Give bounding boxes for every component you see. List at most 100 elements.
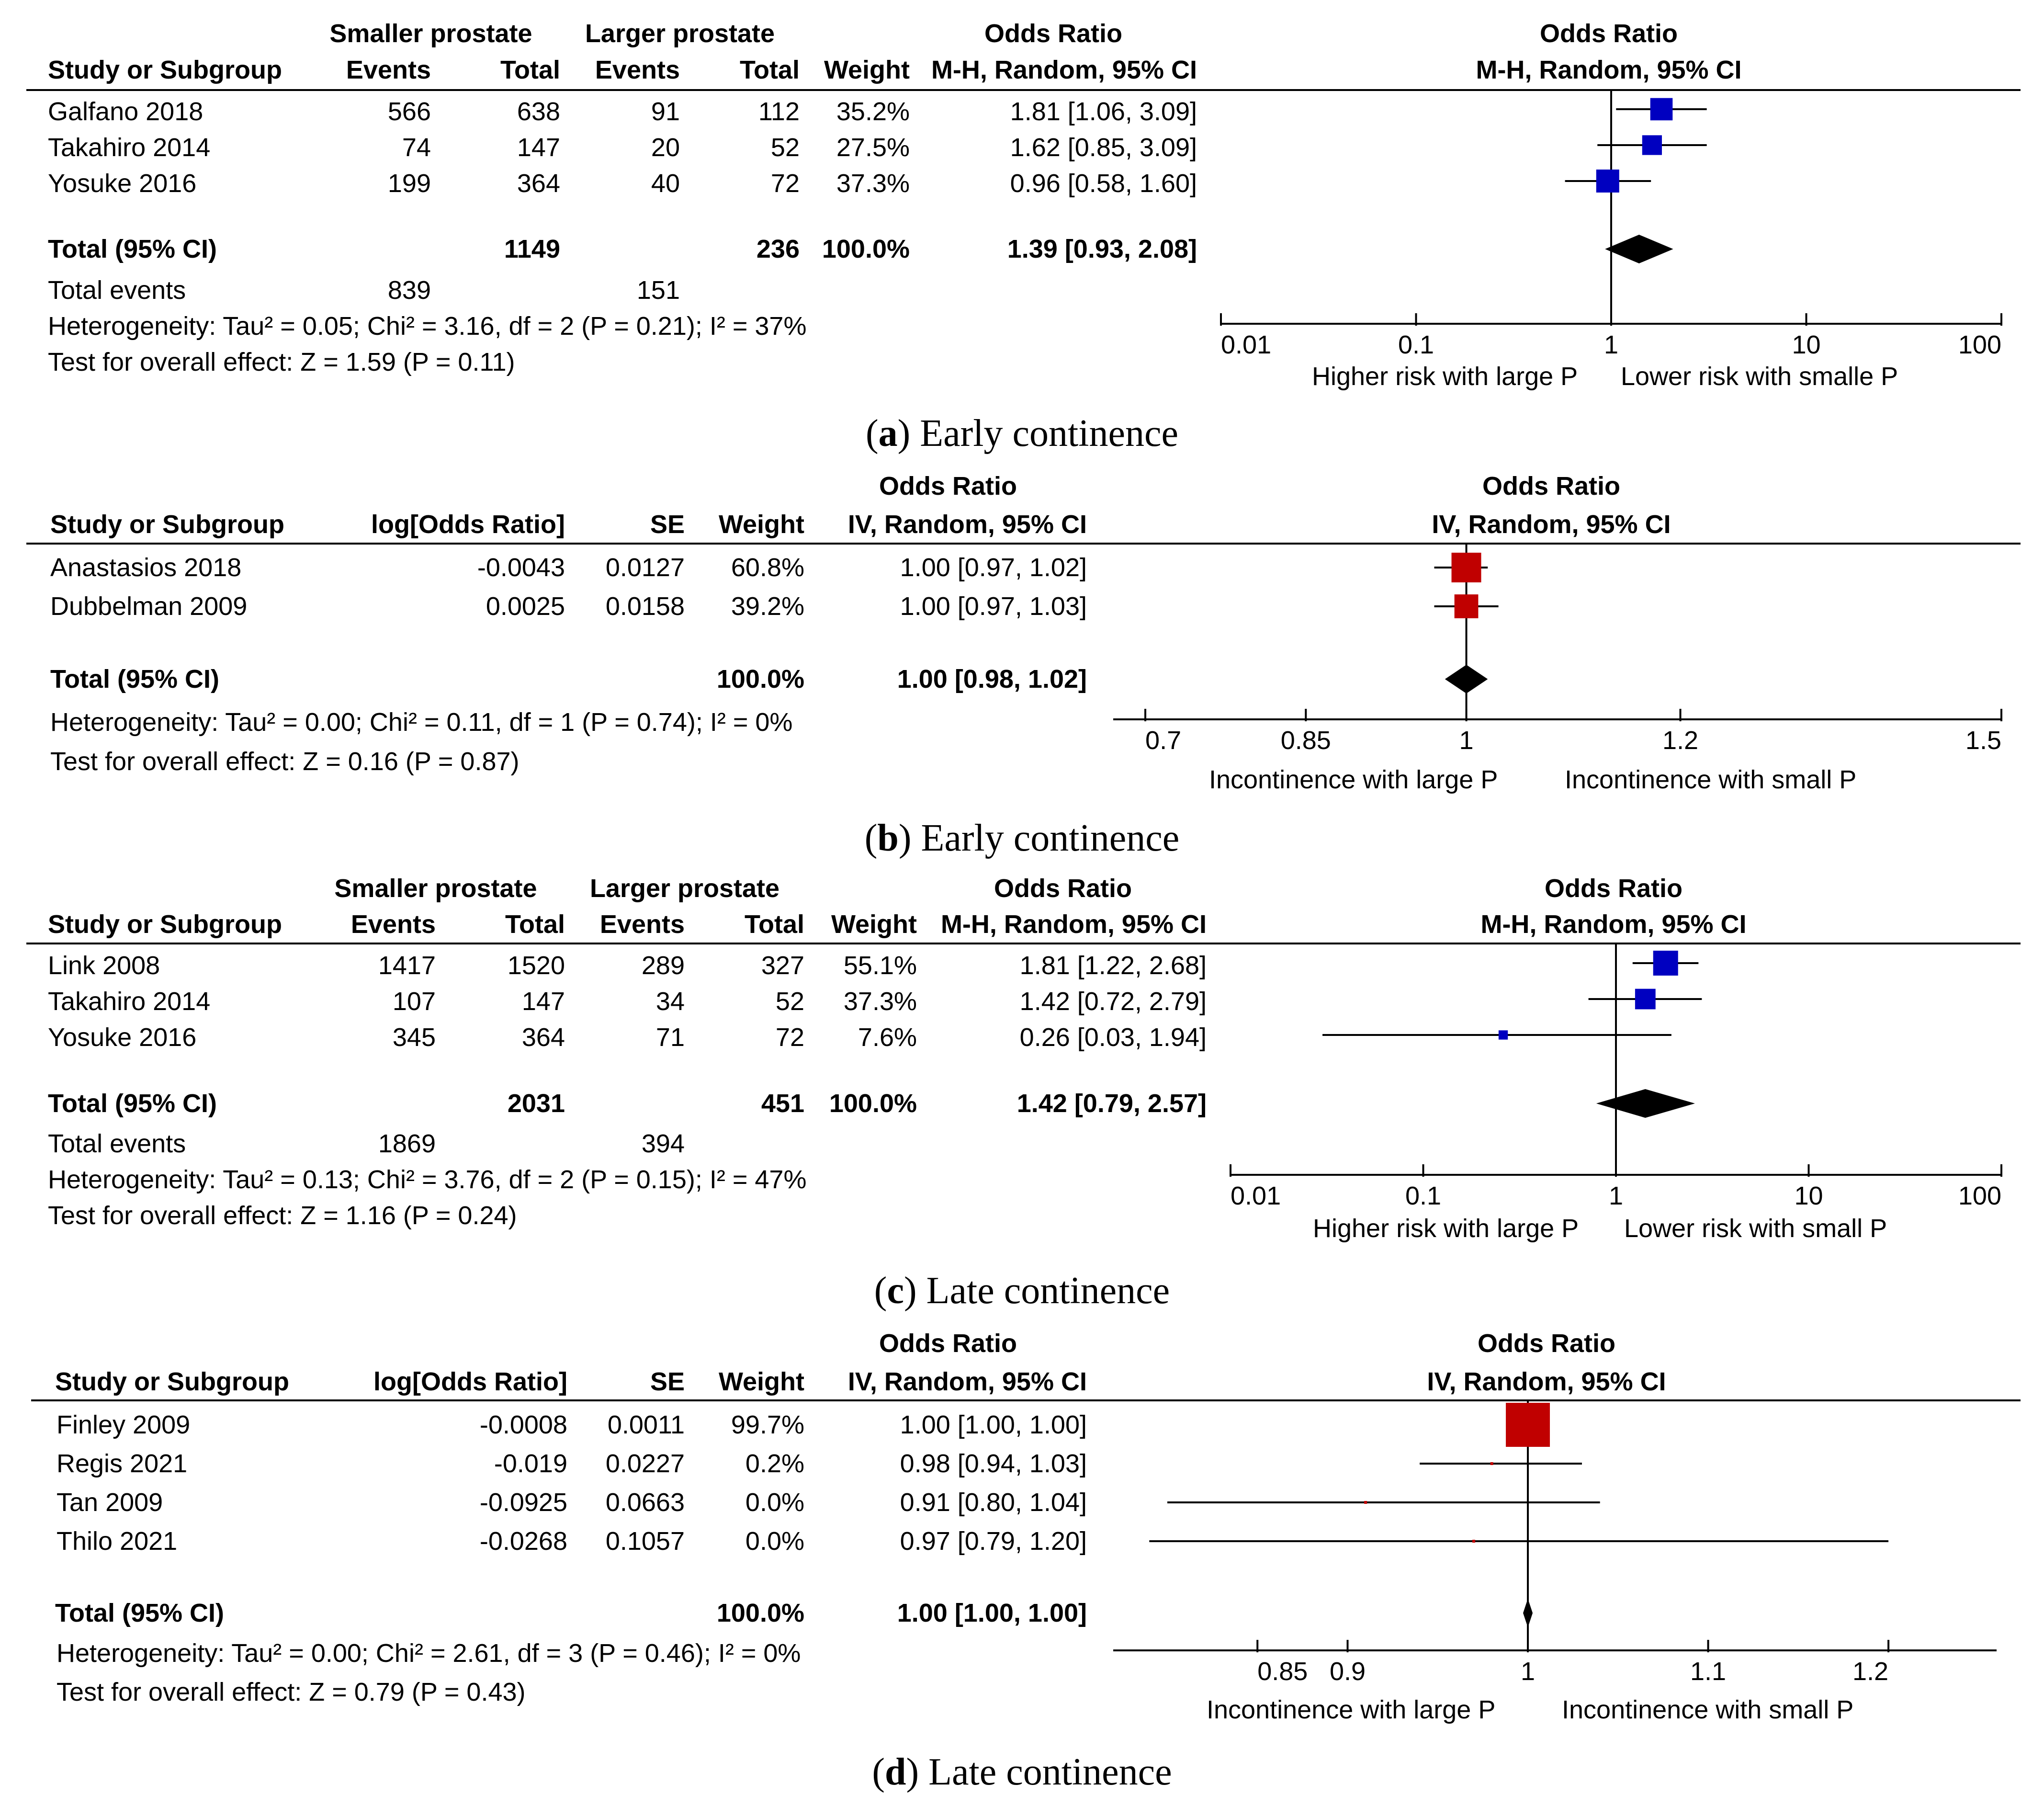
panel-a: Smaller prostate Larger prostate Odds Ra… <box>0 0 2044 455</box>
total2: 72 <box>775 1023 804 1052</box>
events2-header: Events <box>595 56 680 84</box>
or-plot-title: Odds Ratio <box>1482 472 1620 500</box>
study-name: Thilo 2021 <box>56 1527 178 1556</box>
logor-header: log[Odds Ratio] <box>371 510 565 539</box>
x-axis-tick-label: 0.01 <box>1221 330 1271 359</box>
logor-header: log[Odds Ratio] <box>373 1367 567 1396</box>
or-ci: 1.00 [0.97, 1.03] <box>900 592 1087 621</box>
study-name: Anastasios 2018 <box>50 553 242 582</box>
x-axis-tick-label: 10 <box>1792 330 1820 359</box>
x-axis-tick-label: 0.01 <box>1231 1182 1281 1210</box>
events1: 566 <box>387 97 431 126</box>
events2: 91 <box>651 97 680 126</box>
events2: 40 <box>651 169 680 198</box>
or-ci: 0.91 [0.80, 1.04] <box>900 1488 1087 1517</box>
total1: 364 <box>521 1023 565 1052</box>
study-marker <box>1490 1462 1493 1465</box>
weight: 37.3% <box>843 987 917 1016</box>
or-ci: 0.97 [0.79, 1.20] <box>900 1527 1087 1556</box>
heterogeneity: Heterogeneity: Tau² = 0.00; Chi² = 0.11,… <box>50 708 793 737</box>
study-name: Regis 2021 <box>56 1449 188 1478</box>
events2: 20 <box>651 133 680 162</box>
logor: -0.0043 <box>477 553 565 582</box>
axis-right-label: Incontinence with small P <box>1565 765 1857 794</box>
total-events1: 1869 <box>378 1129 436 1158</box>
study-marker <box>1498 1030 1508 1040</box>
total1-sum: 2031 <box>507 1089 565 1118</box>
overall-effect: Test for overall effect: Z = 1.16 (P = 0… <box>48 1201 517 1230</box>
or-plot-title: Odds Ratio <box>1539 19 1678 48</box>
events2: 71 <box>655 1023 685 1052</box>
se: 0.0663 <box>605 1488 685 1517</box>
x-axis-tick-label: 1.5 <box>1965 726 2001 755</box>
forest-plot-a: 0.01 0.1 1 10 100 <box>1220 89 2002 359</box>
or-title: Odds Ratio <box>984 19 1122 48</box>
weight: 0.0% <box>745 1488 804 1517</box>
study-marker <box>1451 553 1481 582</box>
method-header: IV, Random, 95% CI <box>847 1367 1087 1396</box>
axis-left-label: Incontinence with large P <box>1209 765 1498 794</box>
study-name: Galfano 2018 <box>48 97 203 126</box>
x-axis-tick-label: 100 <box>1958 330 2001 359</box>
header-divider <box>26 543 2021 545</box>
total-label: Total (95% CI) <box>55 1599 225 1627</box>
weight: 27.5% <box>836 133 910 162</box>
study-name: Tan 2009 <box>56 1488 163 1517</box>
total-events1: 839 <box>387 276 431 305</box>
logor: -0.0268 <box>479 1527 567 1556</box>
caption-text: ) Late continence <box>906 1751 1172 1793</box>
caption-d: (d) Late continence <box>872 1751 1172 1793</box>
weight: 37.3% <box>836 169 910 198</box>
x-axis-tick-label: 1 <box>1609 1182 1623 1210</box>
study-marker <box>1635 989 1656 1010</box>
total-events-label: Total events <box>48 1129 186 1158</box>
or-ci: 1.42 [0.72, 2.79] <box>1019 987 1207 1016</box>
study-marker <box>1506 1403 1550 1447</box>
total-label: Total (95% CI) <box>50 665 220 693</box>
or-ci: 1.81 [1.22, 2.68] <box>1019 951 1207 980</box>
heterogeneity: Heterogeneity: Tau² = 0.00; Chi² = 2.61,… <box>56 1639 801 1668</box>
or-ci: 1.00 [1.00, 1.00] <box>900 1410 1087 1439</box>
x-axis-tick-label: 0.9 <box>1330 1657 1366 1686</box>
weight: 35.2% <box>836 97 910 126</box>
caption-letter: b <box>877 817 899 859</box>
events1-header: Events <box>346 56 431 84</box>
overall-effect: Test for overall effect: Z = 0.79 (P = 0… <box>56 1678 526 1706</box>
events2-header: Events <box>599 910 685 939</box>
se: 0.0127 <box>605 553 685 582</box>
axis-right-label: Incontinence with small P <box>1562 1695 1854 1724</box>
events2: 34 <box>655 987 685 1016</box>
total1-header: Total <box>500 56 560 84</box>
total2-sum: 451 <box>761 1089 804 1118</box>
forest-plot-c: 0.01 0.1 1 10 100 <box>1230 943 2002 1210</box>
or-ci: 0.98 [0.94, 1.03] <box>900 1449 1087 1478</box>
events1: 74 <box>402 133 431 162</box>
x-axis-tick-label: 1 <box>1604 330 1618 359</box>
total-weight: 100.0% <box>829 1089 917 1118</box>
x-axis-tick-label: 1.1 <box>1690 1657 1726 1686</box>
weight: 55.1% <box>843 951 917 980</box>
study-marker <box>1596 170 1619 193</box>
heterogeneity: Heterogeneity: Tau² = 0.13; Chi² = 3.76,… <box>48 1165 807 1194</box>
plot-method-header: M-H, Random, 95% CI <box>1476 56 1742 84</box>
overall-effect: Test for overall effect: Z = 0.16 (P = 0… <box>50 747 519 776</box>
method-header: IV, Random, 95% CI <box>847 510 1087 539</box>
total2: 112 <box>758 97 800 126</box>
events1-header: Events <box>350 910 436 939</box>
study-marker <box>1472 1540 1476 1543</box>
study-header: Study or Subgroup <box>55 1367 289 1396</box>
group1-header: Smaller prostate <box>329 19 532 48</box>
x-axis-tick-label: 1 <box>1521 1657 1535 1686</box>
header-divider <box>26 943 2021 944</box>
plot-method-header: M-H, Random, 95% CI <box>1480 910 1747 939</box>
se-header: SE <box>650 510 685 539</box>
caption-a: (a) Early continence <box>865 412 1178 455</box>
total1-sum: 1149 <box>504 235 560 263</box>
group2-header: Larger prostate <box>585 19 775 48</box>
events1: 107 <box>392 987 436 1016</box>
or-ci: 1.81 [1.06, 3.09] <box>1010 97 1197 126</box>
or-ci: 0.96 [0.58, 1.60] <box>1010 169 1197 198</box>
study-header: Study or Subgroup <box>50 510 284 539</box>
study-header: Study or Subgroup <box>48 910 282 939</box>
plot-method-header: IV, Random, 95% CI <box>1432 510 1671 539</box>
